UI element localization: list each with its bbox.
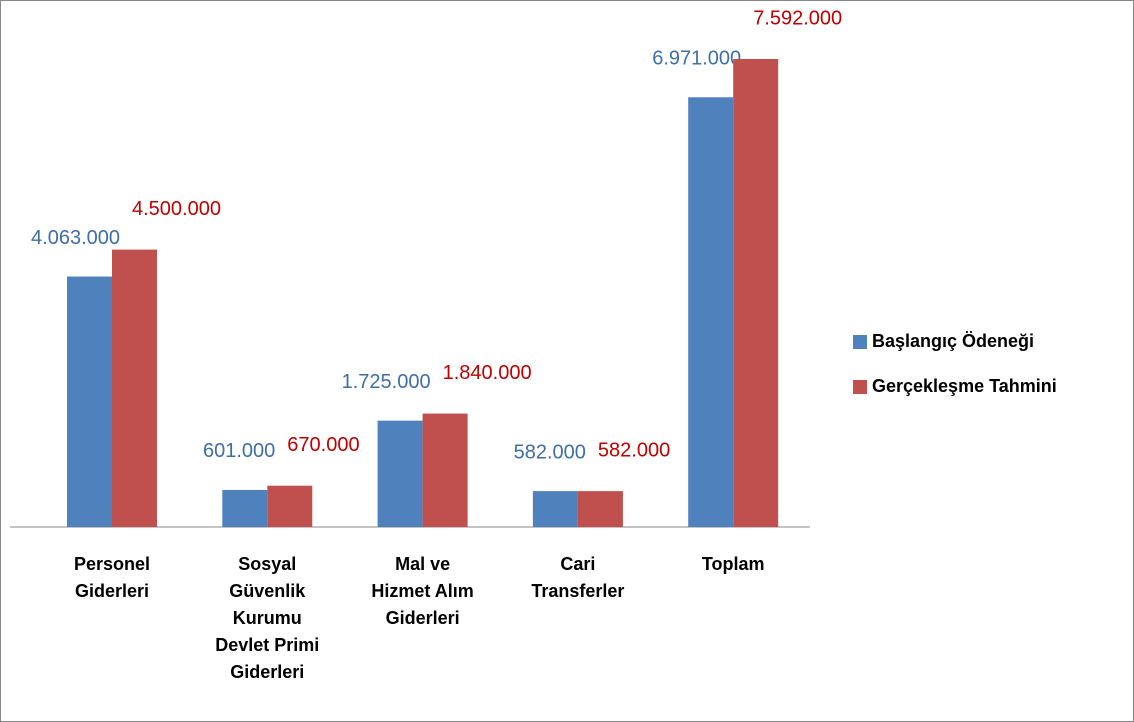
legend-swatch	[853, 380, 867, 394]
x-tick-label: Sosyal Güvenlik Kurumu Devlet Primi Giderler…	[215, 554, 319, 682]
bar	[577, 491, 623, 527]
data-label: 7.592.000	[753, 7, 842, 29]
bar	[733, 59, 779, 527]
data-label: 670.000	[287, 434, 359, 456]
data-label: 601.000	[203, 440, 275, 462]
bar	[422, 413, 468, 527]
x-tick-label: Cari Transferler	[531, 554, 624, 601]
data-label: 1.725.000	[342, 371, 431, 393]
x-tick-label: Personel Giderleri	[74, 554, 150, 601]
bar	[532, 491, 578, 527]
bar	[222, 489, 268, 527]
data-label: 1.840.000	[443, 362, 532, 384]
legend-label: Gerçekleşme Tahmini	[872, 376, 1057, 396]
bar	[112, 249, 157, 528]
x-tick-label: Toplam	[702, 554, 765, 574]
bar	[67, 276, 112, 527]
data-label: 6.971.000	[652, 48, 741, 70]
legend-swatch	[853, 335, 867, 349]
bar	[377, 420, 423, 527]
x-tick-label: Mal ve Hizmet Alım Giderleri	[371, 554, 473, 628]
bar	[688, 97, 734, 527]
bar	[267, 485, 313, 527]
data-label: 582.000	[514, 441, 586, 463]
data-label: 4.063.000	[31, 227, 120, 249]
legend-label: Başlangıç Ödeneği	[872, 331, 1034, 351]
data-label: 582.000	[598, 439, 670, 461]
data-label: 4.500.000	[132, 198, 221, 220]
